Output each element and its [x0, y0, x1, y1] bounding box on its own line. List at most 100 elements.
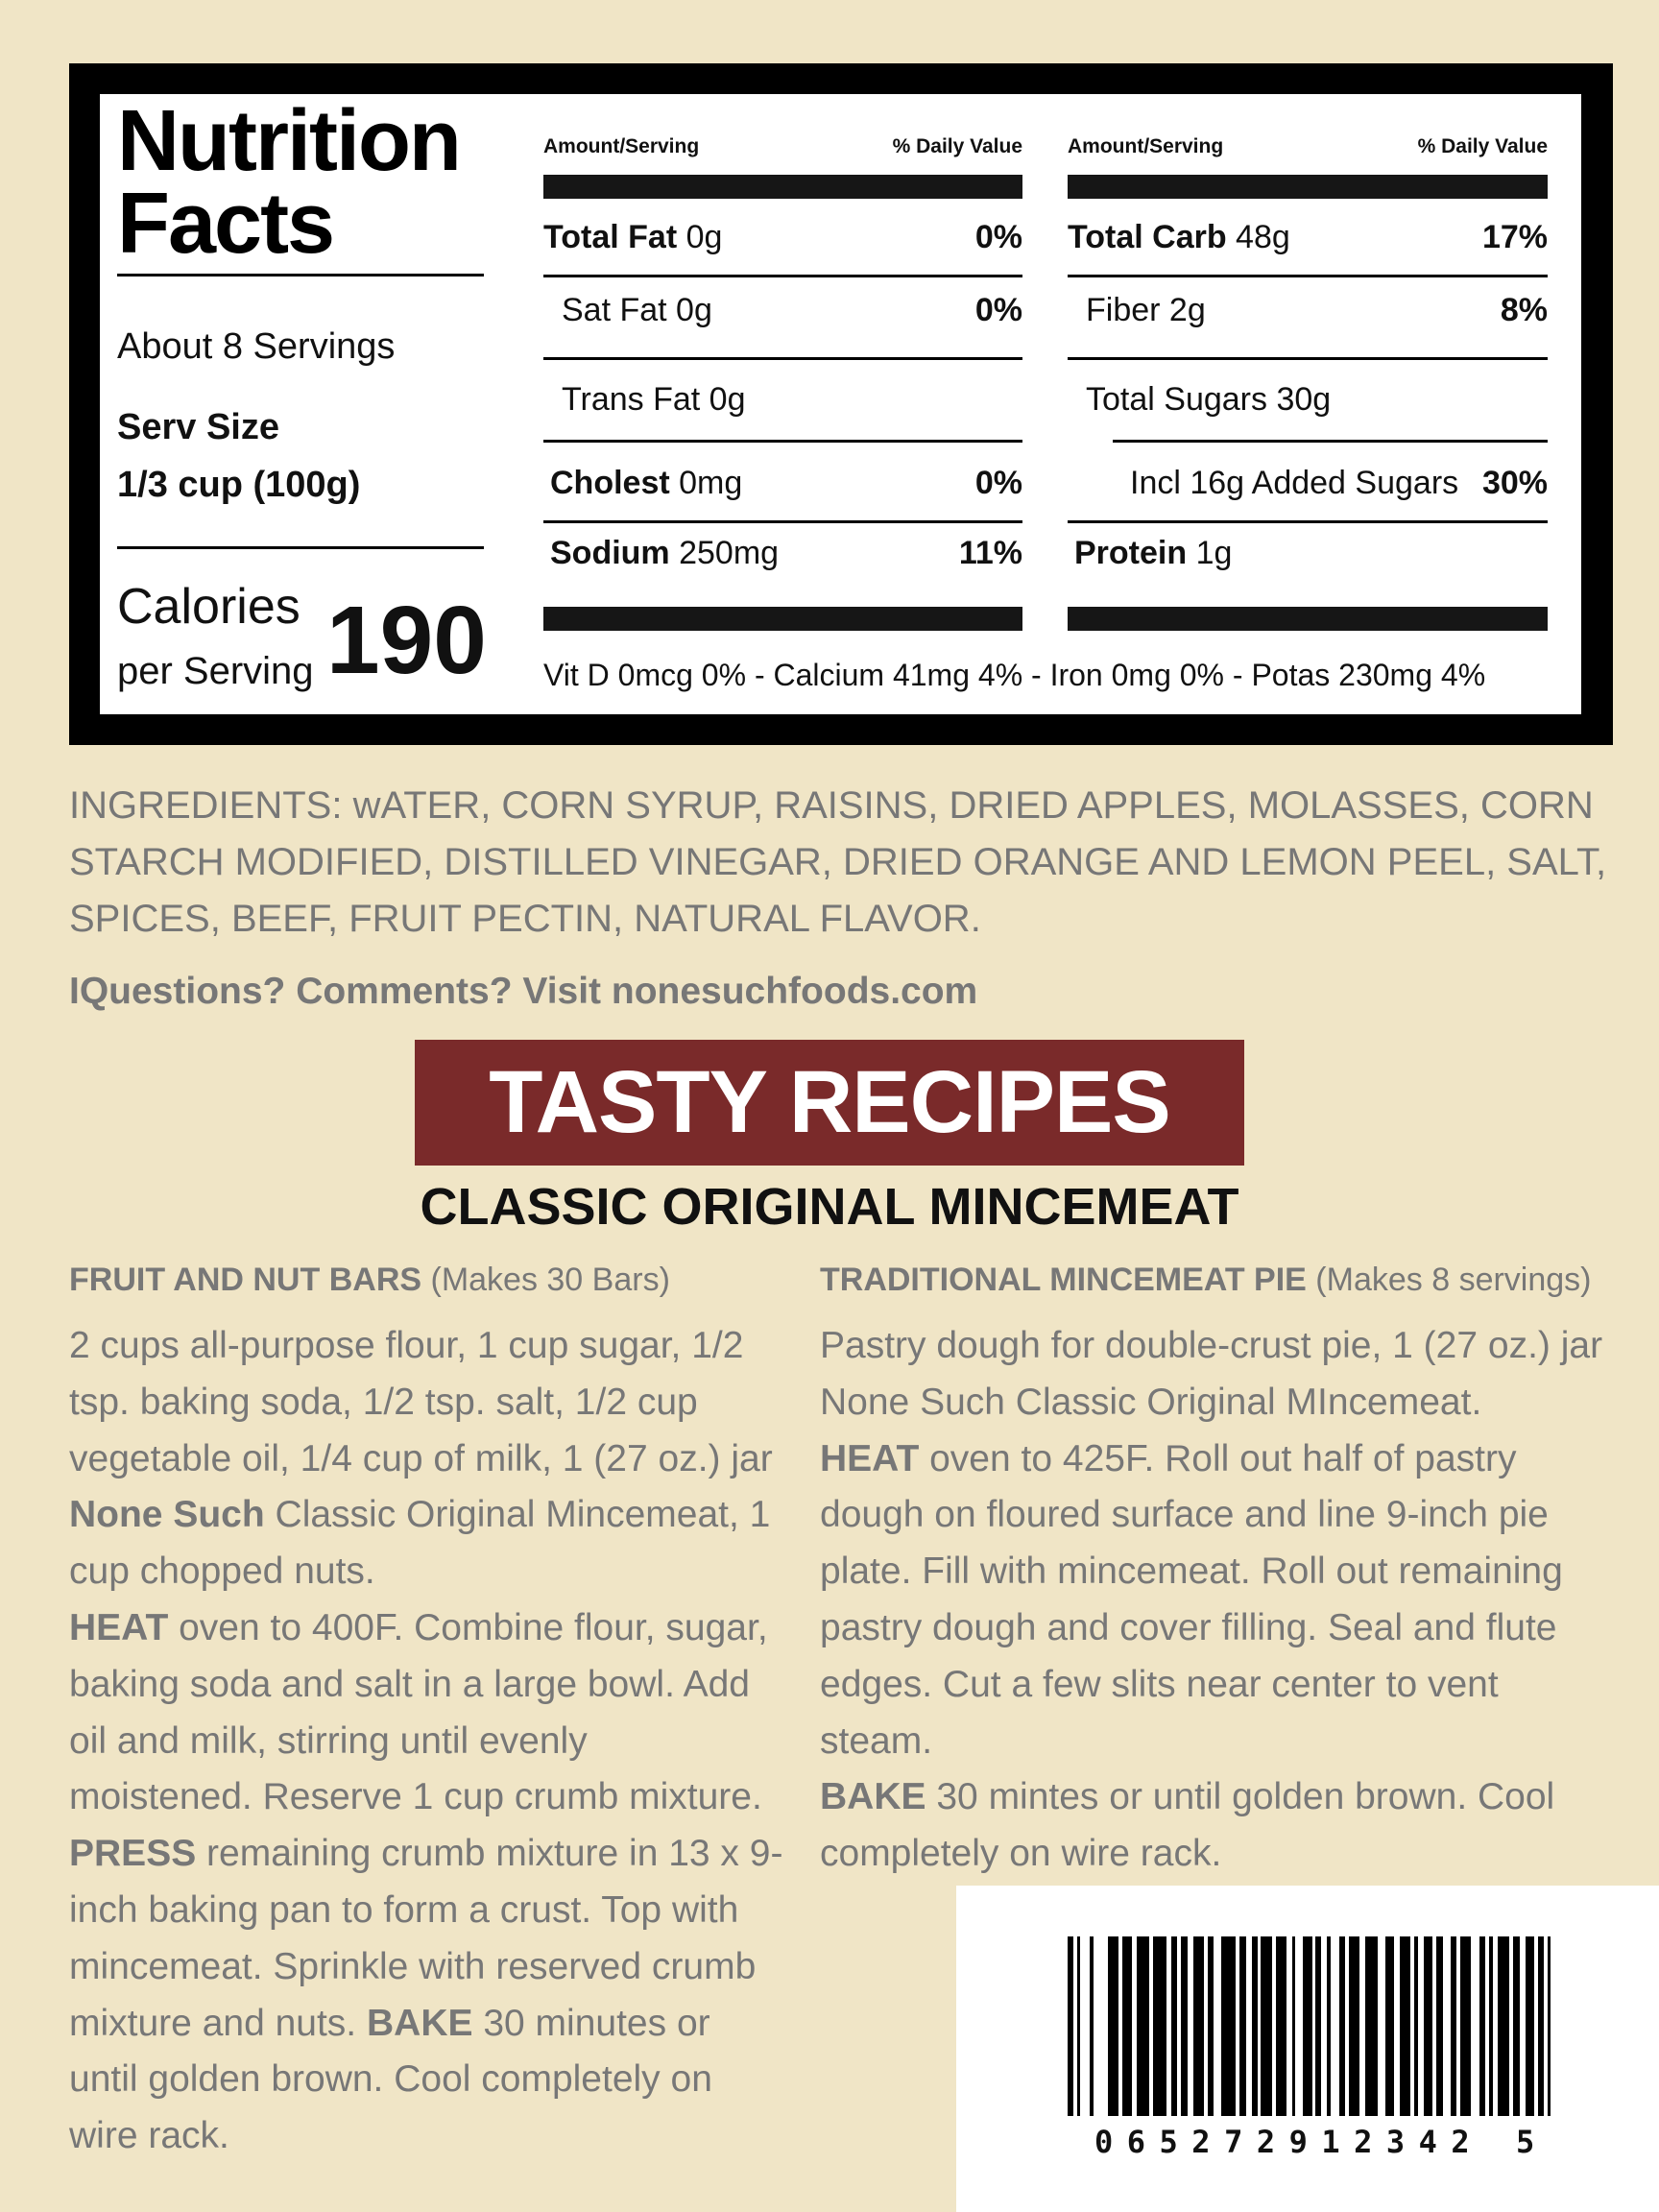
thick-divider [1068, 607, 1548, 631]
nutrient-row: Cholest 0mg [550, 464, 742, 502]
barcode-bar [1122, 1936, 1132, 2116]
barcode-bar [1399, 1936, 1411, 2116]
recipe-text: 30 minutes or [472, 2002, 710, 2044]
recipe-text: 2 cups all-purpose flour, 1 cup sugar, 1… [69, 1325, 744, 1366]
row-divider [1113, 440, 1548, 443]
nutrient-name: Total Fat [543, 219, 678, 255]
barcode-bar [1220, 1936, 1236, 2116]
row-divider [1068, 275, 1548, 277]
recipe-1-heading: FRUIT AND NUT BARS (Makes 30 Bars) [69, 1262, 670, 1299]
nutrient-daily-value: 30% [1481, 465, 1548, 501]
nutrient-daily-value: 8% [1500, 292, 1548, 328]
row-divider [543, 275, 1022, 277]
micronutrients: Vit D 0mcg 0% - Calcium 41mg 4% - Iron 0… [543, 658, 1486, 692]
recipe-text: remaining crumb mixture in 13 x 9- [196, 1833, 783, 1875]
nutrient-name: Total Carb [1068, 219, 1227, 255]
recipe-text: pastry dough and cover filling. Seal and… [820, 1607, 1557, 1648]
nutrient-amount: Sat Fat 0g [562, 292, 712, 328]
recipe-1-line: vegetable oil, 1/4 cup of milk, 1 (27 oz… [69, 1436, 773, 1482]
recipe-text: oven to 425F. Roll out half of pastry [919, 1437, 1517, 1479]
calories-value: 190 [326, 587, 487, 694]
nutrient-amount: 1g [1187, 535, 1233, 571]
amount-serving-header: Amount/Serving [1068, 135, 1224, 157]
barcode-bar [1238, 1936, 1247, 2116]
ingredients-line-3: SPICES, BEEF, FRUIT PECTIN, NATURAL FLAV… [69, 898, 981, 940]
barcode-bar [1538, 1936, 1544, 2116]
daily-value-header: % Daily Value [892, 135, 1022, 157]
recipe-text: steam. [820, 1719, 933, 1762]
recipe-text: cup chopped nuts. [69, 1551, 375, 1593]
recipe-1-line: inch baking pan to form a crust. Top wit… [69, 1887, 738, 1934]
recipe-2-line: steam. [820, 1719, 932, 1765]
recipe-2-line: Pastry dough for double-crust pie, 1 (27… [820, 1323, 1602, 1369]
barcode-bar [1193, 1936, 1205, 2116]
nutrient-name: Sodium [550, 535, 670, 571]
recipe-1-title: FRUIT AND NUT BARS [69, 1262, 422, 1298]
barcode-bar [1488, 1936, 1493, 2116]
barcode-bar [1339, 1936, 1345, 2116]
recipe-2-line: HEAT oven to 425F. Roll out half of past… [820, 1436, 1516, 1482]
recipe-1-line: wire rack. [69, 2113, 229, 2159]
recipe-1-yield: (Makes 30 Bars) [421, 1262, 670, 1298]
nutrient-amount: 0mg [669, 465, 743, 501]
barcode-bar [1251, 1936, 1258, 2116]
nutrient-row: Incl 16g Added Sugars [1130, 464, 1458, 502]
recipe-text: baking soda and salt in a large bowl. Ad… [69, 1663, 750, 1705]
recipe-text: wire rack. [69, 2115, 229, 2157]
recipe-2-heading: TRADITIONAL MINCEMEAT PIE (Makes 8 servi… [820, 1262, 1592, 1299]
barcode-bar [1364, 1936, 1378, 2116]
barcode-bar [1459, 1936, 1471, 2116]
recipe-2-line: BAKE 30 mintes or until golden brown. Co… [820, 1774, 1554, 1820]
recipe-2-line: completely on wire rack. [820, 1831, 1221, 1877]
recipe-1-line: until golden brown. Cool completely on [69, 2056, 712, 2103]
title-line-2: Facts [117, 176, 335, 272]
nutrient-name: Protein [1074, 535, 1188, 571]
row-divider [543, 520, 1022, 523]
recipe-text: oil and milk, stirring until evenly [69, 1719, 588, 1762]
barcode-bar [1414, 1936, 1418, 2116]
nutrient-daily-value: 0% [974, 219, 1022, 255]
recipe-text: vegetable oil, 1/4 cup of milk, 1 (27 oz… [69, 1437, 773, 1479]
barcode-bar [1275, 1936, 1286, 2116]
nutrient-row: Fiber 2g [1086, 291, 1206, 329]
barcode-bar [1348, 1936, 1359, 2116]
recipe-2-line: edges. Cut a few slits near center to ve… [820, 1662, 1499, 1708]
bold-keyword: HEAT [69, 1607, 169, 1648]
nutrient-row: Total Carb 48g [1068, 218, 1290, 256]
recipe-text: mixture and nuts. [69, 2002, 367, 2044]
row-divider [1068, 520, 1548, 523]
recipe-2-title: TRADITIONAL MINCEMEAT PIE [820, 1262, 1307, 1298]
calories-sublabel: per Serving [117, 650, 314, 692]
title-line-1: Nutrition [117, 93, 462, 189]
barcode-bar [1384, 1936, 1395, 2116]
nutrient-daily-value: 17% [1481, 219, 1548, 255]
barcode-bar [1451, 1936, 1456, 2116]
barcode-bar [1326, 1936, 1331, 2116]
nutrient-amount: 250mg [669, 535, 780, 571]
barcode-bar [1107, 1936, 1119, 2116]
contact-link[interactable]: IQuestions? Comments? Visit nonesuchfood… [69, 971, 978, 1012]
bold-keyword: PRESS [69, 1833, 197, 1875]
recipe-1-line: PRESS remaining crumb mixture in 13 x 9- [69, 1831, 782, 1877]
recipe-text: 30 mintes or until golden brown. Cool [926, 1776, 1555, 1818]
nutrition-facts-title: Nutrition Facts [117, 93, 462, 272]
recipe-text: dough on floured surface and line 9-inch… [820, 1494, 1549, 1536]
servings-per-container: About 8 Servings [117, 326, 396, 367]
barcode-bar [1261, 1936, 1272, 2116]
recipe-text: mincemeat. Sprinkle with reserved crumb [69, 1945, 757, 1987]
calories-label: Calories [117, 579, 301, 635]
recipe-2-line: pastry dough and cover filling. Seal and… [820, 1605, 1557, 1651]
bold-keyword: BAKE [366, 2002, 473, 2044]
amount-serving-header: Amount/Serving [543, 135, 700, 157]
barcode-bar [1525, 1936, 1535, 2116]
bold-keyword: None Such [69, 1494, 265, 1536]
recipe-1-line: tsp. baking soda, 1/2 tsp. salt, 1/2 cup [69, 1380, 698, 1426]
row-divider [543, 357, 1022, 360]
nutrient-name: Cholest [550, 465, 670, 501]
nutrient-daily-value: 0% [974, 292, 1022, 328]
barcode-bar [1137, 1936, 1150, 2116]
recipe-1-line: baking soda and salt in a large bowl. Ad… [69, 1662, 750, 1708]
recipe-text: Classic Original Mincemeat, 1 [264, 1494, 771, 1536]
thick-divider [543, 175, 1022, 199]
row-divider [543, 440, 1022, 443]
